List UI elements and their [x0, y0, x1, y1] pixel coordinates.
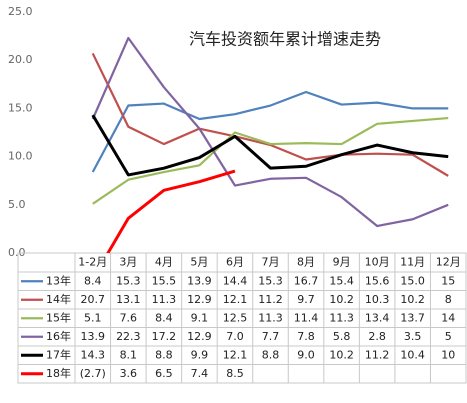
y-tick-label: 25.0: [8, 5, 33, 18]
table-value: 5.8: [333, 330, 351, 343]
table-value: 12.9: [187, 330, 212, 343]
table-value: 12.1: [223, 348, 248, 361]
table-value: 10.2: [329, 348, 354, 361]
x-tick-label: 5月: [190, 256, 208, 269]
table-value: 15: [441, 274, 455, 287]
table-value: 22.3: [116, 330, 141, 343]
table-value: 7.4: [191, 367, 209, 380]
table-value: 8.4: [155, 311, 173, 324]
table-value: 7.6: [120, 311, 138, 324]
table-value: 3.6: [120, 367, 138, 380]
plot-area: [91, 36, 449, 253]
y-tick-label: 10.0: [8, 150, 33, 163]
chart-title: 汽车投资额年累计增速走势: [189, 30, 381, 49]
x-tick-label: 12月: [436, 256, 461, 269]
table-value: 13.7: [400, 311, 425, 324]
table-value: 8.5: [226, 367, 244, 380]
table-value: 7.7: [262, 330, 280, 343]
y-tick-label: 0.0: [8, 246, 26, 259]
table-value: 8.4: [84, 274, 102, 287]
table-value: 13.1: [116, 293, 141, 306]
series-line: [91, 114, 449, 177]
table-value: 15.0: [400, 274, 425, 287]
table-value: 11.2: [365, 348, 390, 361]
table-value: 14: [441, 311, 455, 324]
x-tick-label: 6月: [226, 256, 244, 269]
table-value: 17.2: [152, 330, 177, 343]
table-value: 6.5: [155, 367, 173, 380]
table-value: 5.1: [84, 311, 102, 324]
x-tick-label: 4月: [155, 256, 173, 269]
table-value: 10.3: [365, 293, 390, 306]
table-value: 3.5: [404, 330, 422, 343]
table-value: 11.3: [258, 311, 283, 324]
table-value: 11.2: [258, 293, 283, 306]
series-line: [91, 36, 449, 228]
table-value: 20.7: [81, 293, 106, 306]
table-value: 8.1: [120, 348, 138, 361]
table-value: 7.8: [297, 330, 315, 343]
table-value: 5: [445, 330, 452, 343]
table-value: 9.9: [191, 348, 209, 361]
table-value: 9.7: [297, 293, 315, 306]
table-value: 16.7: [294, 274, 319, 287]
table-value: 12.9: [187, 293, 212, 306]
table-value: 13.9: [81, 330, 106, 343]
table-value: 2.8: [368, 330, 386, 343]
table-value: 15.4: [329, 274, 354, 287]
x-tick-label: 11月: [400, 256, 425, 269]
table-value: (2.7): [80, 367, 106, 380]
table-value: 15.5: [152, 274, 177, 287]
legend-label: 14年: [46, 292, 71, 306]
table-value: 15.6: [365, 274, 390, 287]
table-value: 12.5: [223, 311, 248, 324]
x-tick-label: 1-2月: [78, 256, 107, 269]
table-value: 13.4: [365, 311, 390, 324]
x-tick-label: 7月: [262, 256, 280, 269]
table-value: 8.8: [155, 348, 173, 361]
legend-label: 16年: [46, 329, 71, 343]
y-tick-label: 5.0: [8, 198, 26, 211]
table-value: 14.4: [223, 274, 248, 287]
table-value: 10.4: [400, 348, 425, 361]
table-value: 8: [445, 293, 452, 306]
table-value: 9.1: [191, 311, 209, 324]
table-value: 12.1: [223, 293, 248, 306]
table-value: 11.4: [294, 311, 319, 324]
series-line: [106, 169, 236, 253]
table-value: 7.0: [226, 330, 244, 343]
table-value: 10.2: [329, 293, 354, 306]
table-value: 11.3: [152, 293, 177, 306]
series-line: [91, 52, 449, 177]
legend-label: 15年: [46, 310, 71, 324]
table-value: 10: [441, 348, 455, 361]
series-line: [92, 116, 449, 205]
legend-label: 18年: [46, 366, 71, 380]
table-value: 15.3: [116, 274, 141, 287]
legend-label: 17年: [46, 347, 71, 361]
series-line: [91, 90, 449, 173]
table-value: 13.9: [187, 274, 212, 287]
table-value: 15.3: [258, 274, 283, 287]
table-value: 8.8: [262, 348, 280, 361]
table-value: 14.3: [81, 348, 106, 361]
x-tick-label: 8月: [297, 256, 315, 269]
x-tick-label: 10月: [365, 256, 390, 269]
y-tick-label: 15.0: [8, 101, 33, 114]
x-tick-label: 3月: [119, 256, 137, 269]
x-tick-label: 9月: [333, 256, 351, 269]
table-value: 10.2: [400, 293, 425, 306]
y-tick-label: 20.0: [8, 53, 33, 66]
table-value: 11.3: [329, 311, 354, 324]
legend-label: 13年: [46, 273, 71, 287]
table-value: 9.0: [297, 348, 315, 361]
